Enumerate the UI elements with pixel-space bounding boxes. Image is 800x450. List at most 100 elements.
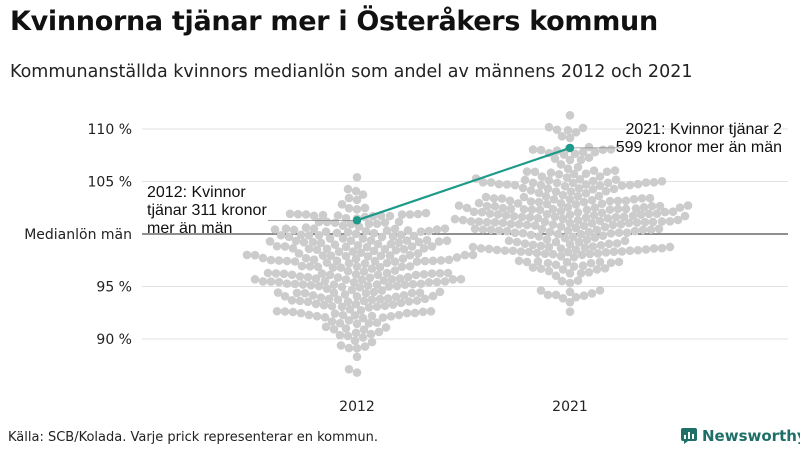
data-point: [568, 178, 578, 188]
data-point: [573, 192, 583, 201]
data-point: [593, 249, 603, 258]
data-point: [290, 257, 300, 266]
data-point: [573, 276, 583, 285]
data-point: [548, 220, 558, 229]
data-point: [569, 169, 579, 179]
data-point: [506, 204, 516, 214]
data-point: [603, 178, 613, 188]
data-point: [500, 246, 510, 255]
x-tick-label: 2021: [552, 399, 588, 415]
data-point: [274, 256, 284, 265]
data-point: [424, 278, 434, 287]
data-point: [631, 204, 641, 213]
data-point: [379, 276, 389, 285]
data-point: [579, 221, 589, 230]
data-point: [351, 229, 361, 239]
data-point: [402, 236, 412, 245]
data-point: [352, 368, 362, 377]
annotation-2012: 2012: Kvinnor tjänar 311 kronor mer än m…: [147, 184, 267, 237]
data-point: [551, 271, 561, 281]
data-point: [372, 302, 382, 311]
data-point: [344, 316, 354, 325]
data-point: [341, 242, 351, 252]
data-point: [470, 224, 480, 234]
data-point: [563, 247, 573, 257]
data-point: [288, 307, 298, 317]
data-point: [675, 203, 685, 212]
data-point: [326, 251, 336, 261]
data-point: [528, 240, 538, 250]
data-point: [276, 230, 286, 240]
data-point: [474, 217, 484, 226]
data-point: [396, 230, 406, 240]
data-point: [546, 168, 556, 178]
data-point: [588, 176, 598, 186]
data-point: [498, 203, 508, 213]
data-point: [300, 288, 310, 298]
data-point: [320, 276, 330, 286]
data-point: [565, 155, 575, 165]
data-point: [485, 209, 495, 219]
data-point: [390, 266, 400, 275]
data-point: [297, 261, 307, 271]
data-point: [504, 236, 514, 246]
data-point: [533, 213, 543, 223]
brand-logo[interactable]: Newsworthy: [680, 427, 800, 445]
data-point: [603, 214, 613, 223]
data-point: [314, 230, 324, 240]
data-point: [516, 247, 526, 256]
data-point: [556, 160, 566, 169]
data-point: [486, 178, 496, 187]
data-point: [440, 277, 450, 286]
data-point: [563, 202, 573, 212]
data-point: [343, 266, 353, 276]
data-point: [333, 295, 343, 304]
data-point: [592, 265, 602, 274]
data-point: [543, 290, 553, 300]
data-point: [272, 306, 282, 316]
data-point: [369, 228, 379, 238]
data-point: [606, 258, 616, 268]
data-point: [452, 253, 462, 262]
data-point: [588, 185, 598, 194]
data-point: [584, 268, 594, 277]
data-point: [272, 241, 282, 251]
data-point: [311, 299, 321, 309]
data-point: [575, 174, 585, 184]
data-point: [619, 212, 629, 222]
beeswarm-chart: 90 % 95 % Medianlön män 105 % 110 % 2012 2021: [24, 111, 788, 415]
highlight-line: [356, 146, 571, 222]
data-point: [343, 227, 353, 237]
data-point: [589, 166, 599, 175]
data-point: [420, 256, 430, 266]
data-point: [474, 198, 484, 208]
data-point: [293, 209, 303, 219]
data-point: [611, 212, 621, 222]
data-point: [351, 299, 361, 309]
data-point: [533, 257, 543, 266]
data-point: [614, 228, 624, 237]
data-point: [576, 268, 586, 278]
data-point: [242, 250, 252, 260]
data-point: [556, 252, 566, 261]
data-point: [378, 313, 388, 322]
data-point: [622, 228, 632, 237]
data-point: [617, 247, 627, 256]
data-point: [579, 197, 589, 207]
data-point: [665, 216, 675, 226]
data-point: [625, 180, 635, 190]
data-point: [542, 199, 552, 209]
data-point: [388, 232, 398, 241]
data-point: [584, 153, 594, 162]
data-point: [291, 236, 301, 246]
data-point: [356, 248, 366, 257]
y-tick-label: Medianlön män: [24, 227, 132, 243]
data-point: [633, 179, 643, 189]
data-point: [492, 245, 502, 255]
highlight-point-2012: [352, 216, 362, 225]
data-point: [266, 277, 276, 286]
data-point: [490, 202, 500, 211]
data-point: [299, 238, 309, 247]
data-point: [324, 294, 334, 304]
data-point: [281, 224, 291, 233]
